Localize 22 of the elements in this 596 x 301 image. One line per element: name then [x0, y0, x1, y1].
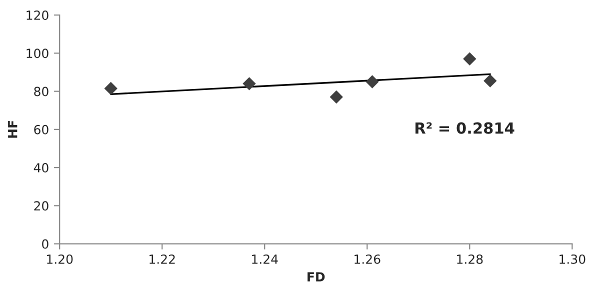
y-tick-label: 0	[42, 239, 48, 249]
x-tick-label: 1.20	[47, 254, 73, 264]
y-tick-label: 40	[34, 163, 48, 172]
x-tick-label: 1.28	[457, 254, 483, 264]
x-axis-title: FD	[308, 272, 325, 282]
y-tick-label: 100	[26, 48, 48, 58]
point	[484, 74, 497, 88]
y-tick-label: 20	[34, 201, 48, 211]
y-tick-label: 120	[26, 10, 48, 20]
point	[330, 90, 343, 104]
x-tick-label: 1.26	[354, 254, 380, 264]
point	[366, 75, 379, 88]
point	[463, 52, 476, 66]
annotation: R² = 0.2814	[416, 122, 514, 134]
point	[242, 77, 256, 90]
y-tick-label: 60	[34, 124, 48, 134]
x-tick-label: 1.24	[252, 254, 278, 264]
y-axis-title: HF	[8, 120, 18, 138]
x-tick-label: 1.30	[560, 254, 586, 264]
x-tick-label: 1.22	[150, 254, 175, 264]
y-tick-label: 80	[34, 86, 48, 96]
point	[104, 82, 118, 96]
